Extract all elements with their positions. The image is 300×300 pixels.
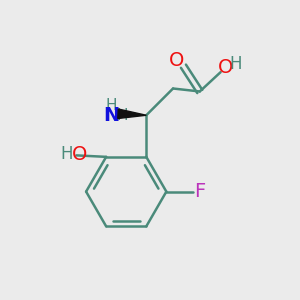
Text: N: N [103,106,120,125]
Text: O: O [169,51,184,70]
Text: F: F [194,182,205,201]
Text: H: H [61,146,73,164]
Text: O: O [72,145,88,164]
Polygon shape [118,109,146,118]
Text: H: H [230,55,242,73]
Text: O: O [218,58,234,77]
Text: H: H [117,108,128,123]
Text: H: H [106,98,117,113]
